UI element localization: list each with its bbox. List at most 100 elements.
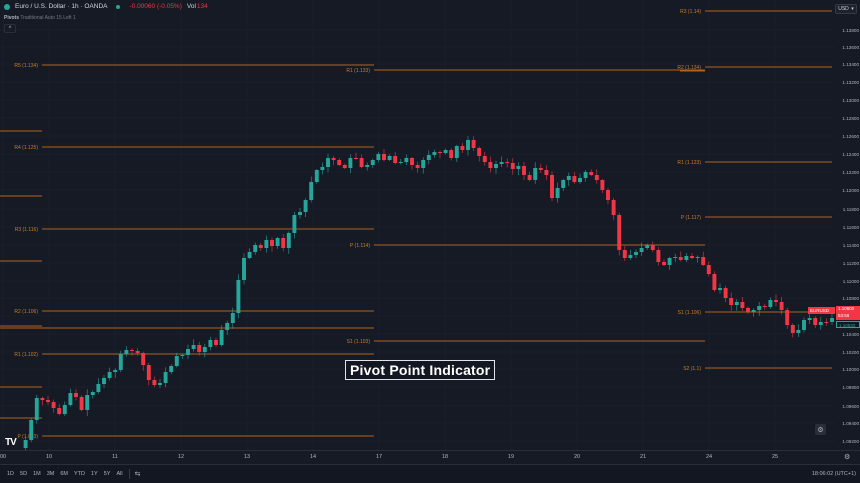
candle-body — [107, 372, 112, 378]
indicator-name: Pivots — [4, 15, 20, 21]
candle-body — [208, 340, 213, 347]
candle-body — [40, 398, 45, 400]
candle-body — [785, 310, 790, 325]
candle-body — [505, 162, 510, 163]
candle-body — [298, 212, 302, 215]
symbol-title[interactable]: Euro / U.S. Dollar · 1h · OANDA — [15, 3, 108, 10]
candle-body — [113, 370, 118, 372]
candle-body — [634, 252, 638, 255]
range-button-5d[interactable]: 5D — [20, 471, 28, 477]
candle-body — [516, 166, 521, 169]
axis-settings-icon[interactable]: ⚙ — [844, 454, 851, 461]
candle-body — [477, 148, 482, 156]
time-tick: 17 — [375, 454, 383, 460]
candle-body — [365, 165, 370, 167]
candle-body — [650, 245, 655, 250]
candle-body — [74, 393, 78, 397]
candle-body — [135, 351, 140, 353]
goto-date-icon[interactable]: ⇆ — [134, 471, 141, 478]
candle-body — [320, 167, 325, 170]
candle-body — [628, 255, 633, 258]
candle-body — [600, 180, 605, 190]
chart-settings-button[interactable]: ⚙ — [815, 424, 826, 435]
candle-body — [348, 158, 353, 168]
time-tick: 13 — [243, 454, 251, 460]
bar-countdown: 53:58 — [838, 312, 850, 318]
time-axis[interactable]: 00 10 11 12 13 14 17 18 19 20 21 24 25 — [0, 450, 860, 464]
candle-body — [802, 320, 806, 330]
caption-label: Pivot Point Indicator — [345, 360, 496, 380]
candle-body — [740, 302, 745, 308]
candle-body — [678, 257, 683, 260]
candle-body — [555, 188, 560, 198]
candle-body — [275, 238, 280, 246]
range-button-1y[interactable]: 1Y — [90, 471, 98, 477]
range-button-5y[interactable]: 5Y — [103, 471, 111, 477]
tradingview-logo[interactable]: TV — [5, 437, 17, 448]
range-button-1d[interactable]: 1D — [7, 471, 15, 477]
indicator-legend[interactable]: Pivots Traditional Auto 15 Left 1 — [4, 15, 76, 21]
time-tick: 11 — [112, 454, 118, 460]
range-button-6m[interactable]: 6M — [60, 471, 68, 477]
candle-body — [202, 347, 207, 352]
pivot-label: P (1.117) — [681, 215, 701, 221]
candle-body — [594, 175, 599, 180]
range-button-ytd[interactable]: YTD — [73, 471, 85, 477]
candle-body — [706, 265, 711, 274]
candle-body — [79, 397, 84, 410]
date-range-buttons: 1D 5D 1M 3M 6M YTD 1Y 5Y All — [0, 471, 123, 477]
price-axis[interactable]: 1.13800 1.13600 1.13400 1.13200 1.13000 1.128… — [835, 0, 860, 450]
candle-body — [774, 300, 778, 302]
candle-body — [34, 398, 39, 420]
candle-body — [393, 156, 398, 163]
candle-body — [270, 240, 274, 246]
candle-body — [236, 280, 241, 313]
bottom-toolbar: 1D 5D 1M 3M 6M YTD 1Y 5Y All ⇆ 18:06:02 (UTC+1) — [0, 464, 860, 483]
indicator-params: Traditional Auto 15 Left 1 — [20, 15, 76, 21]
candle-body — [779, 302, 784, 310]
candle-body — [225, 323, 230, 330]
candle-body — [57, 408, 62, 414]
candle-body — [617, 215, 622, 250]
candle-body — [544, 170, 549, 175]
candle-body — [606, 190, 610, 200]
candle-body — [684, 256, 689, 260]
currency-value: USD — [838, 6, 849, 12]
price-tick: 1.10000 — [842, 367, 859, 372]
candle-body — [466, 140, 470, 150]
candle-body — [690, 256, 694, 258]
price-tick: 1.09200 — [842, 439, 859, 444]
candle-body — [438, 152, 442, 153]
currency-selector[interactable]: USD ▾ — [835, 4, 857, 14]
candle-body — [499, 162, 504, 164]
candle-body — [415, 165, 420, 168]
range-button-3m[interactable]: 3M — [46, 471, 55, 477]
clock-timezone[interactable]: 18:06:02 (UTC+1) — [811, 471, 856, 477]
candle-body — [174, 356, 179, 366]
price-tick: 1.13400 — [842, 62, 859, 67]
range-button-all[interactable]: All — [116, 471, 123, 477]
candle-body — [768, 300, 773, 307]
candle-body — [102, 378, 106, 384]
collapse-legend-button[interactable]: ^ — [4, 24, 16, 33]
candle-body — [729, 298, 734, 305]
range-button-1m[interactable]: 1M — [33, 471, 41, 477]
candle-body — [673, 257, 678, 258]
price-tick: 1.11800 — [843, 207, 860, 212]
candle-body — [533, 168, 538, 180]
candle-body — [460, 146, 465, 150]
candle-body — [746, 308, 750, 312]
candle-body — [186, 349, 190, 355]
price-tick: 1.13200 — [842, 80, 859, 85]
candle-body — [90, 392, 95, 395]
symbol-price-label: EURUSD — [808, 307, 835, 314]
candle-body — [443, 150, 448, 153]
candle-body — [376, 154, 381, 160]
volume-label: Vol — [186, 3, 196, 10]
candle-body — [578, 178, 582, 182]
candle-body — [751, 310, 756, 312]
pivot-label: S1 (1.103) — [347, 339, 371, 345]
price-chart-plot[interactable]: R5 (1.134) R4 (1.125) R3 (1.116) R2 (1.106)… — [0, 0, 835, 450]
candle-body — [572, 176, 577, 182]
